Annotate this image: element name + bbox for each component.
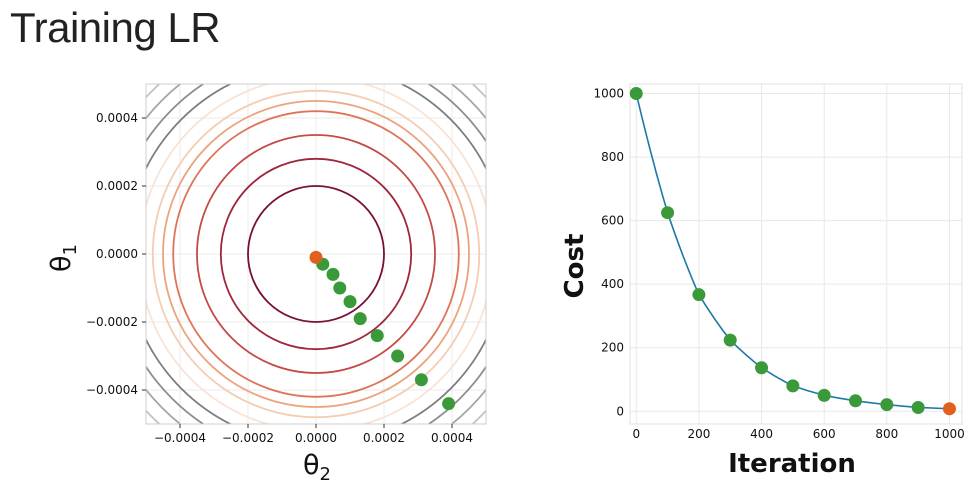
contour-x-axis-label: θ2: [303, 450, 331, 481]
x-tick-label: −0.0002: [222, 431, 274, 445]
x-tick-label: 0.0004: [431, 431, 473, 445]
cost-x-axis-label: Iteration: [728, 449, 856, 479]
cost-y-axis-label: Cost: [560, 234, 590, 299]
x-tick-label: 400: [750, 427, 773, 441]
y-tick-label: 0.0002: [96, 179, 138, 193]
contour-levels: [146, 84, 486, 424]
gradient-step-point: [353, 312, 367, 326]
contour-line: [151, 89, 481, 419]
cost-y-ticks: 0 200 400 600 800 1000: [593, 87, 624, 419]
contour-line: [162, 100, 470, 408]
cost-point: [755, 361, 769, 375]
x-tick-label: 0: [632, 427, 640, 441]
x-tick-label: 800: [875, 427, 898, 441]
y-tick-label: 200: [601, 341, 624, 355]
x-tick-label: 0.0002: [363, 431, 405, 445]
x-tick-label: 200: [687, 427, 710, 441]
y-tick-label: 0.0004: [96, 111, 138, 125]
final-point: [309, 250, 323, 264]
cost-point: [786, 379, 800, 393]
y-tick-label: −0.0002: [86, 315, 138, 329]
contour-line: [219, 157, 413, 351]
cost-plot-frame: [629, 83, 963, 425]
cost-point: [849, 394, 863, 408]
y-tick-label: −0.0004: [86, 383, 138, 397]
y-tick-label: 0: [616, 404, 624, 418]
gradient-step-point: [333, 281, 347, 295]
y-tick-label: 0.0000: [96, 247, 138, 261]
contour-x-ticks: −0.0004 −0.0002 0.0000 0.0002 0.0004: [154, 424, 473, 445]
cost-point: [911, 400, 925, 414]
cost-curve: [635, 93, 950, 410]
y-tick-label: 1000: [593, 87, 624, 101]
contour-line: [172, 110, 460, 398]
gradient-step-point: [326, 267, 340, 281]
contour-line: [247, 185, 385, 323]
gradient-step-point: [343, 295, 357, 309]
cost-x-ticks: 0 200 400 600 800 1000: [632, 427, 964, 441]
cost-point: [629, 87, 643, 101]
gradient-step-point: [442, 397, 456, 411]
y-tick-label: 600: [601, 214, 624, 228]
cost-point: [692, 288, 706, 302]
x-tick-label: −0.0004: [154, 431, 206, 445]
gradient-step-point: [414, 373, 428, 387]
contour-path: [309, 250, 456, 411]
contour-line: [196, 134, 436, 374]
y-tick-label: 800: [601, 150, 624, 164]
x-tick-label: 1000: [934, 427, 965, 441]
x-tick-label: 600: [813, 427, 836, 441]
cost-grid: [630, 84, 962, 424]
contour-y-ticks: 0.0004 0.0002 0.0000 −0.0002 −0.0004: [86, 111, 146, 397]
gradient-step-point: [391, 349, 405, 363]
cost-point: [661, 206, 675, 220]
page-title: Training LR: [10, 4, 221, 51]
x-tick-label: 0.0000: [295, 431, 337, 445]
gradient-step-point: [370, 329, 384, 343]
contour-y-axis-label: θ1: [46, 244, 81, 272]
cost-point: [723, 333, 737, 347]
cost-point: [880, 398, 894, 412]
cost-point: [817, 388, 831, 402]
y-tick-label: 400: [601, 277, 624, 291]
cost-points: [629, 87, 956, 416]
final-cost-point: [942, 402, 956, 416]
